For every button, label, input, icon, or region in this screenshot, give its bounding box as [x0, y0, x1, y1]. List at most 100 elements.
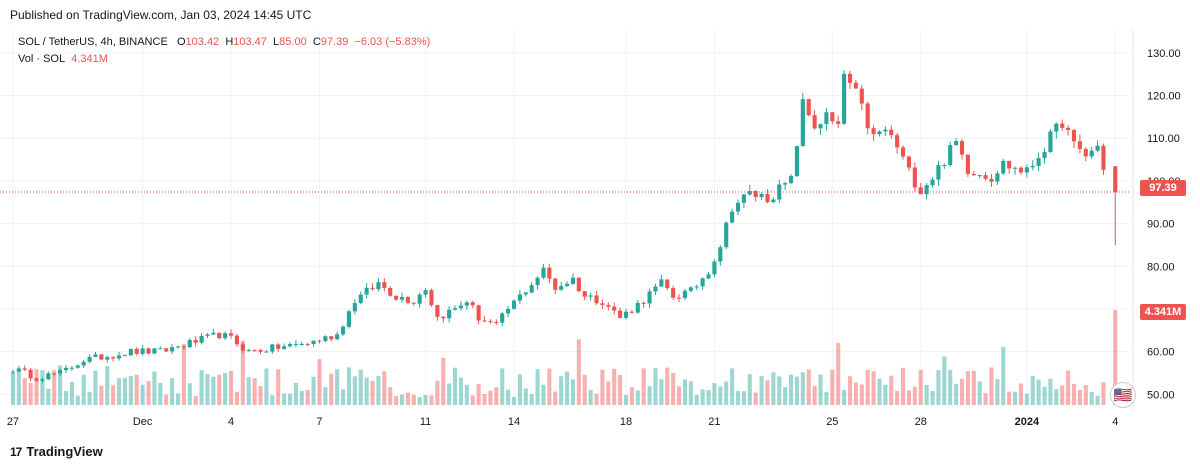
candle-body — [211, 332, 216, 335]
tradingview-brand[interactable]: 17 TradingView — [10, 444, 103, 459]
volume-bar — [252, 378, 257, 405]
candle-body — [69, 367, 74, 369]
volume-bar — [553, 391, 558, 405]
legend-price-row: SOL / TetherUS, 4h, BINANCE O103.42 H103… — [18, 36, 430, 53]
candle-body — [1048, 131, 1053, 153]
candle-body — [1095, 145, 1100, 151]
candle-body — [506, 308, 511, 314]
volume-bar — [730, 368, 735, 405]
candle-body — [276, 344, 281, 349]
candle-body — [1071, 129, 1077, 142]
candle-body — [900, 147, 906, 157]
volume-bar — [830, 369, 835, 405]
volume-bar — [559, 376, 564, 405]
volume-bar — [853, 382, 858, 405]
volume-bar — [800, 372, 805, 405]
candle-body — [458, 305, 464, 309]
candle-body — [146, 348, 151, 354]
volume-bars — [10, 310, 1118, 405]
volume-bar — [511, 396, 517, 405]
candle-body — [376, 282, 381, 290]
candle-body — [1018, 167, 1024, 173]
volume-bar — [506, 389, 511, 405]
volume-bar — [458, 377, 464, 405]
candle-body — [753, 191, 758, 198]
x-tick-label: 21 — [708, 416, 720, 428]
volume-bar — [340, 389, 346, 405]
volume-bar — [364, 377, 369, 405]
candle-body — [63, 367, 69, 371]
volume-bar — [1024, 393, 1029, 405]
candle-body — [706, 274, 711, 279]
candle-body — [788, 176, 794, 184]
low-label: L — [273, 36, 280, 48]
volume-bar — [989, 367, 994, 405]
candle-body — [836, 121, 841, 124]
candle-body — [535, 277, 540, 286]
volume-bar — [81, 374, 86, 405]
volume-bar — [724, 381, 729, 405]
volume-bar — [718, 386, 723, 405]
volume-bar — [293, 382, 298, 405]
last-price-tag: 97.39 — [1140, 180, 1186, 196]
candle-body — [40, 379, 45, 381]
volume-bar — [665, 367, 670, 405]
chart-grid — [0, 30, 1130, 405]
x-tick-label: 27 — [7, 416, 19, 428]
volume-bar — [376, 376, 381, 405]
candle-body — [1007, 160, 1012, 169]
volume-bar — [1018, 383, 1024, 405]
candle-body — [877, 131, 882, 135]
candle-body — [824, 112, 829, 125]
candle-body — [223, 333, 228, 339]
volume-bar — [394, 396, 399, 405]
volume-bar — [452, 367, 458, 405]
candle-body — [871, 128, 876, 135]
candle-body — [352, 303, 357, 312]
candle-body — [317, 340, 322, 342]
x-tick-label: 14 — [508, 416, 520, 428]
volume-bar — [122, 377, 128, 405]
candle-body — [718, 247, 723, 262]
volume-bar — [623, 394, 629, 405]
candle-body — [1042, 152, 1047, 159]
volume-bar-last — [1113, 310, 1118, 405]
volume-bar — [706, 390, 711, 405]
volume-label[interactable]: Vol · SOL — [18, 53, 66, 65]
candle-body — [906, 156, 912, 168]
volume-bar — [564, 371, 570, 405]
candle-body — [777, 184, 782, 200]
price-axis: 50.0060.0070.0080.0090.00100.00110.00120… — [1132, 30, 1181, 410]
volume-bar — [211, 376, 216, 405]
candle-body — [435, 305, 440, 317]
candlesticks — [10, 70, 1118, 384]
volume-bar — [906, 390, 912, 405]
volume-bar — [134, 374, 139, 405]
volume-bar — [842, 389, 847, 405]
candle-body — [759, 194, 764, 198]
volume-bar — [924, 385, 929, 405]
candle-body — [464, 302, 469, 306]
candle-body — [134, 348, 139, 354]
candle-body — [694, 286, 699, 288]
candle-body — [187, 339, 192, 348]
volume-bar — [942, 356, 947, 405]
symbol-label[interactable]: SOL / TetherUS, 4h, BINANCE — [18, 36, 168, 48]
us-flag-icon[interactable]: 🇺🇸 — [1110, 382, 1136, 408]
candle-body — [105, 357, 110, 360]
candle-body — [52, 373, 57, 375]
volume-bar — [405, 392, 410, 405]
price-chart[interactable]: 50.0060.0070.0080.0090.00100.00110.00120… — [0, 30, 1200, 440]
volume-bar — [930, 391, 935, 405]
candle-body — [193, 339, 198, 343]
candle-body — [942, 165, 947, 167]
candle-body — [1030, 165, 1035, 168]
volume-bar — [99, 385, 104, 405]
volume-bar — [63, 391, 69, 405]
candle-body — [140, 348, 145, 354]
volume-bar — [759, 375, 764, 405]
y-tick-label: 130.00 — [1147, 48, 1181, 60]
candle-body — [388, 287, 393, 296]
candle-body — [116, 355, 122, 359]
candle-body — [382, 282, 387, 288]
